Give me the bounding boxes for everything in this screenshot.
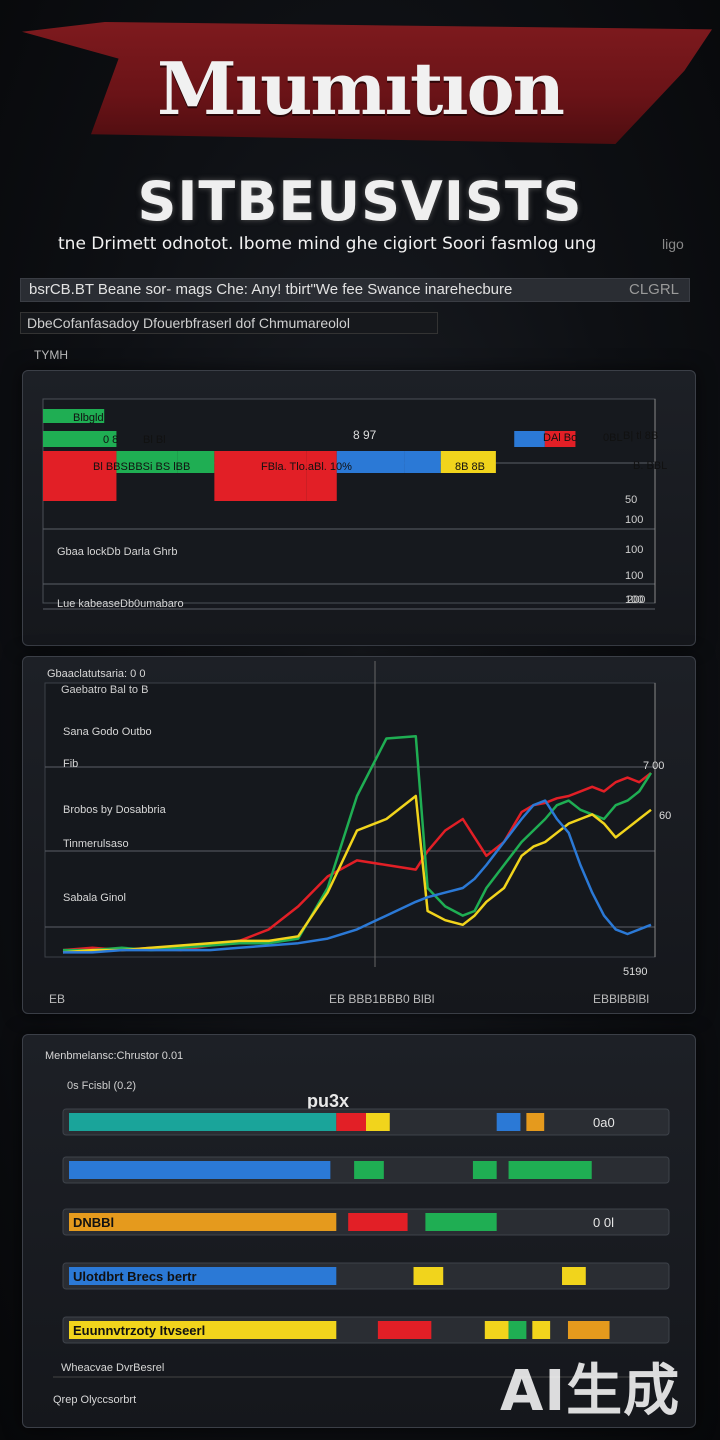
progress-segment: [484, 1321, 509, 1339]
info-strip-secondary: DbeCofanfasadoy Dfouerbfraserl dof Chmum…: [20, 312, 438, 334]
bar-label: 8B 8B: [455, 461, 485, 473]
chart-subtitle: Gaebatro Bal to B: [61, 684, 148, 696]
row-label: Ulotdbrt Brecs bertr: [73, 1269, 197, 1284]
title-banner: [22, 22, 712, 144]
row-tail: 0a0: [593, 1115, 615, 1130]
bar-segment: [43, 431, 117, 447]
row-tail: 0 0l: [593, 1215, 614, 1230]
page-subtitle: SITBEUSVISTS: [137, 170, 583, 233]
progress-segment: [69, 1267, 337, 1285]
watermark: AI生成: [500, 1359, 681, 1424]
progress-segment: [532, 1321, 551, 1339]
bar-chart-panel: Blbgld 0 8 Bl Bl Bl BBS BBSi BS lBB FBla. Tlo…: [22, 370, 696, 646]
row-label: Gbaa lockDb Darla Ghrb: [57, 546, 177, 558]
tick-label: 5190: [623, 966, 647, 978]
tagline-suffix: ligo: [662, 236, 684, 252]
bar-label: B| tl 8B: [623, 430, 658, 442]
progress-segment: [354, 1161, 384, 1179]
progress-segment: [508, 1321, 527, 1339]
chart-title: Gbaaclatutsaria: 0 0: [47, 668, 145, 680]
progress-segment: [366, 1113, 390, 1131]
progress-segment: [69, 1321, 337, 1339]
tick-label: 100: [625, 544, 643, 556]
bottom-label: EB BBB1BBB0 BlBl: [329, 992, 434, 1006]
line-chart-panel: Gbaaclatutsaria: 0 0 Gaebatro Bal to B San…: [22, 656, 696, 1014]
row-label: DNBBl: [73, 1215, 114, 1230]
progress-segment: [472, 1161, 497, 1179]
bar-segment: [306, 451, 337, 501]
section-label: TYMH: [34, 348, 68, 362]
chart-title: Menbmelansc:Chrustor 0.01: [45, 1050, 183, 1062]
bar-segment: [43, 451, 117, 501]
row-label: Euunnvtrzoty Itvseerl: [73, 1323, 205, 1338]
series-line-blue: [63, 799, 652, 954]
bar-segment: [544, 431, 576, 447]
info-strip-text: bsrCB.BT Beane sor- mags Che: Any! tbirt…: [29, 281, 513, 298]
bar-segment: [214, 451, 307, 501]
bar-segment: [43, 409, 105, 423]
bar-label: Bl Bl: [143, 434, 166, 446]
bar-segment: [440, 451, 496, 473]
series-label: Tinmerulsaso: [63, 838, 129, 850]
tick-label: 100: [625, 594, 643, 606]
plot-area: [42, 398, 656, 604]
bar-segment: [336, 451, 405, 473]
progress-segment: [562, 1267, 586, 1285]
tick-label: 100: [625, 514, 643, 526]
bar-label: 0 8: [103, 434, 118, 446]
progress-segment: [508, 1161, 592, 1179]
footer-label: Wheacvae DvrBesrel: [61, 1362, 164, 1374]
bar-label: FBla. Tlo.aBl. 10%: [261, 461, 352, 473]
tick-label: 100: [625, 570, 643, 582]
center-label: pu3x: [307, 1091, 349, 1111]
progress-segment: [377, 1321, 432, 1339]
progress-chart-svg: Menbmelansc:Chrustor 0.01 0s Fcisbl (0.2)…: [45, 1050, 673, 1406]
progress-chart-panel: Menbmelansc:Chrustor 0.01 0s Fcisbl (0.2)…: [22, 1034, 696, 1428]
bar-segment: [177, 451, 215, 473]
progress-segment: [526, 1113, 545, 1131]
tick-label: 50: [625, 494, 637, 506]
series-line-yellow: [62, 794, 652, 954]
progress-segment: [348, 1213, 408, 1231]
info-strip-tail: CLGRL: [629, 281, 680, 298]
series-label: Sabala Ginol: [63, 892, 126, 904]
bar-top-label: 8 97: [353, 428, 377, 442]
bar-label: Blbgld: [73, 412, 104, 424]
series-label: Fib: [63, 758, 78, 770]
tick-label: 7 00: [643, 760, 664, 772]
info-strip: bsrCB.BT Beane sor- mags Che: Any! tbirt…: [20, 278, 690, 302]
bottom-label: EBBlBBlBl: [593, 992, 649, 1006]
tick-label: 200: [627, 594, 645, 606]
progress-segment: [69, 1213, 337, 1231]
series-label: Sana Godo Outbo: [63, 726, 152, 738]
tagline: tne Drimett odnotot. Ibome mind ghe cigi…: [58, 234, 597, 254]
progress-segment: [336, 1113, 366, 1131]
row-label: Lue kabeaseDb0umabaro: [57, 598, 184, 610]
bar-segment: [514, 431, 545, 447]
bar-chart-svg: Blbgld 0 8 Bl Bl Bl BBS BBSi BS lBB FBla. Tlo…: [42, 398, 667, 610]
progress-segment: [567, 1321, 610, 1339]
tick-label: 60: [659, 810, 671, 822]
progress-segment: [425, 1213, 497, 1231]
chart-subtitle: 0s Fcisbl (0.2): [67, 1080, 136, 1092]
line-chart-svg: Gbaaclatutsaria: 0 0 Gaebatro Bal to B San…: [44, 661, 671, 1006]
footer-label: Qrep Olyccsorbrt: [53, 1394, 136, 1406]
progress-segment: [69, 1161, 331, 1179]
progress-segment: [69, 1113, 337, 1131]
bar-label: Bl BBS: [93, 461, 128, 473]
page-title: Mıumıtıon: [157, 46, 565, 131]
bar-label: B. BBL: [633, 460, 667, 472]
bottom-label: EB: [49, 992, 65, 1006]
series-label: Brobos by Dosabbria: [63, 804, 167, 816]
bar-label: BBSi BS lBB: [128, 461, 190, 473]
progress-segment: [413, 1267, 444, 1285]
bar-label: 0BL: [603, 432, 623, 444]
bar-segment: [116, 451, 178, 473]
bar-segment: [404, 451, 441, 473]
bar-label: DAl Bo: [543, 432, 577, 444]
progress-segment: [496, 1113, 521, 1131]
